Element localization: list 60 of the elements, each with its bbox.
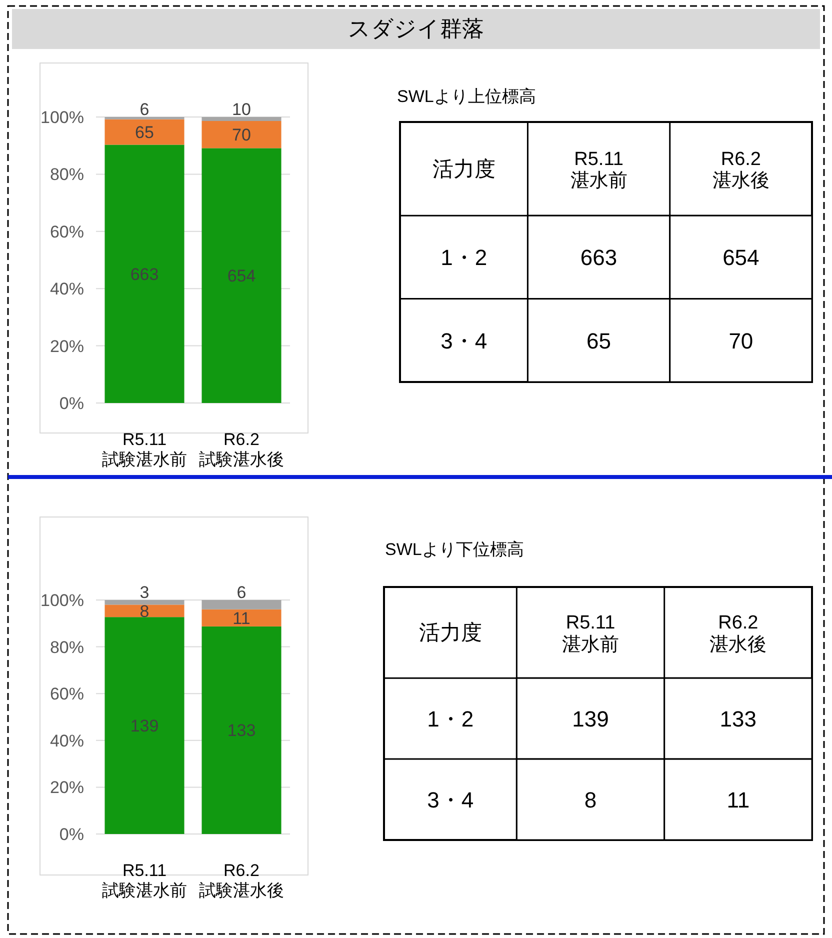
bar bbox=[104, 600, 184, 605]
y-tick-label: 20% bbox=[50, 778, 84, 798]
y-tick-label: 100% bbox=[40, 591, 84, 610]
bar bbox=[202, 609, 282, 626]
x-tick-label: R5.11 試験湛水前 bbox=[102, 430, 187, 469]
y-tick-label: 60% bbox=[50, 684, 84, 704]
annotation: 70 bbox=[232, 126, 251, 145]
y-tick-label: 80% bbox=[50, 638, 84, 657]
bar bbox=[104, 119, 184, 145]
x-tick-label: R6.2 試験湛水後 bbox=[199, 861, 284, 900]
y-tick-label: 3・4 bbox=[427, 788, 474, 813]
x-tick-label: R5.11 試験湛水前 bbox=[102, 861, 187, 900]
bar bbox=[104, 144, 184, 403]
y-tick-label: 40% bbox=[50, 731, 84, 750]
x-tick-label: R5.11 湛水前 bbox=[570, 148, 628, 192]
data-label: 663 bbox=[580, 245, 618, 270]
x-tick-label: R6.2 湛水後 bbox=[712, 148, 770, 192]
chart-title: SWLより下位標高 bbox=[385, 540, 524, 559]
bar bbox=[202, 600, 282, 610]
y-tick-label: 80% bbox=[50, 165, 84, 184]
data-label: 654 bbox=[722, 245, 760, 270]
chart-title: SWLより上位標高 bbox=[397, 87, 536, 106]
data-label: 65 bbox=[586, 328, 612, 354]
bar bbox=[202, 148, 282, 403]
x-tick-label: R6.2 湛水後 bbox=[710, 612, 767, 656]
annotation: 139 bbox=[130, 716, 159, 736]
annotation: 663 bbox=[130, 264, 159, 284]
annotation: 10 bbox=[232, 100, 251, 119]
x-tick-label: R5.11 湛水前 bbox=[562, 612, 620, 656]
data-label: 70 bbox=[728, 328, 754, 354]
x-tick-label: R6.2 試験湛水後 bbox=[199, 430, 284, 469]
data-label: 8 bbox=[584, 788, 597, 813]
bar bbox=[202, 121, 282, 148]
annotation: 11 bbox=[232, 608, 250, 628]
y-tick-label: 60% bbox=[50, 222, 84, 242]
y-tick-label: 40% bbox=[50, 280, 84, 299]
bar bbox=[202, 117, 282, 122]
annotation: 8 bbox=[140, 602, 150, 621]
y-tick-label: 1・2 bbox=[440, 245, 488, 270]
y-tick-label: 0% bbox=[59, 825, 84, 844]
bar bbox=[202, 626, 282, 834]
text: スダジイ群落 bbox=[348, 16, 484, 41]
annotation: 6 bbox=[236, 583, 246, 602]
annotation: 6 bbox=[140, 100, 150, 119]
y-axis-title: 活力度 bbox=[418, 622, 482, 645]
bar bbox=[104, 617, 184, 834]
y-tick-label: 100% bbox=[40, 108, 84, 127]
data-label: 133 bbox=[720, 706, 757, 732]
y-tick-label: 1・2 bbox=[427, 706, 474, 732]
bar bbox=[104, 604, 184, 618]
y-tick-label: 3・4 bbox=[440, 328, 488, 354]
annotation: 3 bbox=[140, 583, 150, 602]
annotation: 133 bbox=[227, 721, 256, 740]
y-tick-label: 0% bbox=[59, 394, 84, 413]
annotation: 65 bbox=[135, 123, 154, 142]
annotation: 654 bbox=[227, 266, 256, 286]
data-label: 139 bbox=[572, 706, 609, 732]
y-tick-label: 20% bbox=[50, 336, 84, 356]
data-label: 11 bbox=[726, 788, 750, 813]
y-axis-title: 活力度 bbox=[432, 158, 496, 181]
